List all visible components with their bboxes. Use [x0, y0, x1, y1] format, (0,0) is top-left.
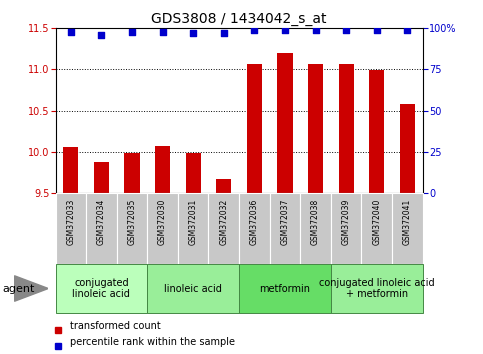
Point: [251, 27, 258, 33]
Text: GSM372032: GSM372032: [219, 199, 228, 245]
Bar: [239, 264, 331, 313]
Text: GSM372033: GSM372033: [66, 199, 75, 245]
Bar: [369, 70, 384, 193]
Text: GSM372039: GSM372039: [341, 199, 351, 245]
Text: GSM372035: GSM372035: [128, 199, 137, 245]
Point: [159, 29, 167, 34]
Bar: [239, 193, 270, 264]
Point: [281, 27, 289, 33]
Text: transformed count: transformed count: [70, 321, 161, 331]
Bar: [178, 193, 209, 264]
Text: GSM372034: GSM372034: [97, 199, 106, 245]
Bar: [63, 147, 78, 193]
Text: GSM372036: GSM372036: [250, 199, 259, 245]
Bar: [56, 193, 86, 264]
Bar: [331, 264, 423, 313]
Text: conjugated linoleic acid
+ metformin: conjugated linoleic acid + metformin: [319, 278, 435, 299]
Point: [128, 29, 136, 34]
Text: percentile rank within the sample: percentile rank within the sample: [70, 337, 235, 347]
Polygon shape: [14, 276, 48, 301]
Point: [220, 30, 227, 36]
Title: GDS3808 / 1434042_s_at: GDS3808 / 1434042_s_at: [151, 12, 327, 26]
Text: GSM372031: GSM372031: [189, 199, 198, 245]
Text: GSM372037: GSM372037: [281, 199, 289, 245]
Point: [189, 30, 197, 36]
Text: GSM372040: GSM372040: [372, 199, 381, 245]
Text: GSM372041: GSM372041: [403, 199, 412, 245]
Point: [403, 27, 411, 33]
Bar: [147, 264, 239, 313]
Bar: [216, 179, 231, 193]
Bar: [277, 53, 293, 193]
Text: GSM372030: GSM372030: [158, 199, 167, 245]
Text: agent: agent: [2, 284, 35, 293]
Bar: [185, 153, 201, 193]
Bar: [361, 193, 392, 264]
Bar: [400, 104, 415, 193]
Bar: [125, 153, 140, 193]
Point: [67, 29, 75, 34]
Point: [312, 27, 319, 33]
Bar: [270, 193, 300, 264]
Point: [98, 32, 105, 38]
Bar: [86, 193, 117, 264]
Point: [342, 27, 350, 33]
Bar: [300, 193, 331, 264]
Bar: [209, 193, 239, 264]
Bar: [117, 193, 147, 264]
Bar: [147, 193, 178, 264]
Text: linoleic acid: linoleic acid: [164, 284, 222, 293]
Bar: [392, 193, 423, 264]
Bar: [331, 193, 361, 264]
Point: [373, 27, 381, 33]
Bar: [339, 64, 354, 193]
Bar: [56, 264, 147, 313]
Text: GSM372038: GSM372038: [311, 199, 320, 245]
Bar: [308, 64, 323, 193]
Bar: [155, 146, 170, 193]
Text: conjugated
linoleic acid: conjugated linoleic acid: [72, 278, 130, 299]
Text: metformin: metformin: [259, 284, 311, 293]
Bar: [247, 64, 262, 193]
Bar: [94, 162, 109, 193]
